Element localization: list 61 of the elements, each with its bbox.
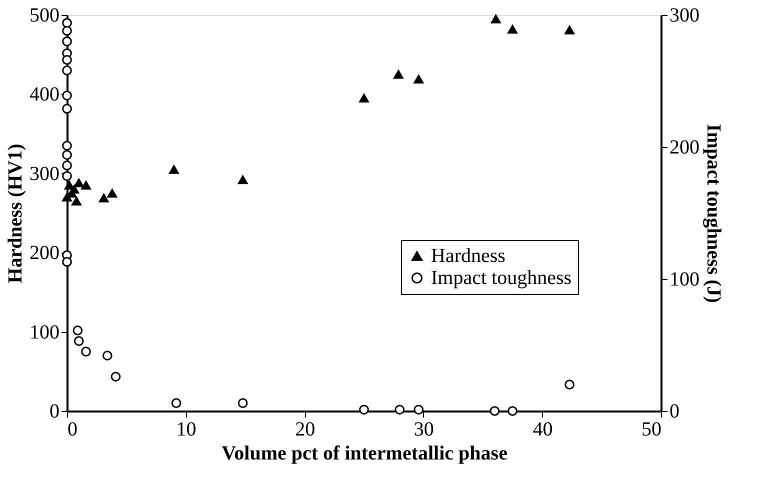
point [490, 14, 501, 24]
point [508, 24, 518, 34]
point [62, 160, 72, 170]
point [62, 18, 72, 28]
y-tick-label: 100 [30, 321, 60, 344]
point [72, 326, 83, 336]
y-tick-label: 400 [30, 84, 60, 106]
point [81, 180, 91, 190]
y-tick-label: 200 [30, 242, 60, 264]
point [359, 94, 369, 103]
x-tick-label: 40 [532, 418, 553, 440]
point [102, 350, 112, 360]
point [490, 406, 500, 416]
point [414, 404, 424, 415]
point [564, 26, 574, 34]
point [62, 150, 72, 160]
y-axis-title: Hardness (HV1) [4, 144, 26, 284]
point [110, 372, 121, 382]
point [394, 404, 405, 415]
point [107, 188, 118, 198]
point [564, 380, 574, 390]
point [69, 184, 80, 194]
point [62, 90, 72, 100]
point [238, 175, 248, 184]
x-tick-label: 10 [176, 418, 196, 440]
y2-tick-label: 100 [670, 268, 700, 290]
y2-tick-label: 0 [670, 400, 680, 422]
point [98, 194, 109, 202]
point [62, 171, 72, 181]
y-tick-label: 500 [30, 4, 60, 26]
point [394, 70, 404, 79]
point [171, 398, 182, 408]
point [62, 256, 72, 267]
x-tick-label: 50 [642, 418, 662, 440]
point [62, 26, 72, 36]
point [168, 165, 179, 174]
y-tick-label: 0 [50, 400, 60, 422]
point [64, 180, 74, 190]
point [74, 336, 84, 346]
x-axis-title: Volume pct of intermetallic phase [222, 442, 508, 464]
y2-tick-label: 300 [670, 4, 700, 26]
point [62, 66, 72, 76]
point [62, 104, 72, 114]
point [62, 140, 72, 151]
point [508, 406, 518, 416]
point [62, 54, 72, 65]
point [359, 404, 369, 415]
y2-tick-label: 200 [670, 136, 700, 158]
point [62, 36, 72, 46]
y2-axis-title: Impact toughness (J) [702, 124, 724, 303]
point [238, 398, 248, 408]
legend-label: Impact toughness [431, 267, 572, 289]
point [414, 74, 424, 84]
x-tick-label: 30 [414, 418, 434, 440]
legend-label: Hardness [431, 245, 506, 267]
point [81, 346, 91, 357]
point [74, 178, 84, 188]
y-tick-label: 300 [30, 162, 60, 185]
x-tick-label: 20 [295, 418, 316, 440]
point [72, 196, 82, 206]
x-tick-label: 0 [68, 418, 78, 440]
